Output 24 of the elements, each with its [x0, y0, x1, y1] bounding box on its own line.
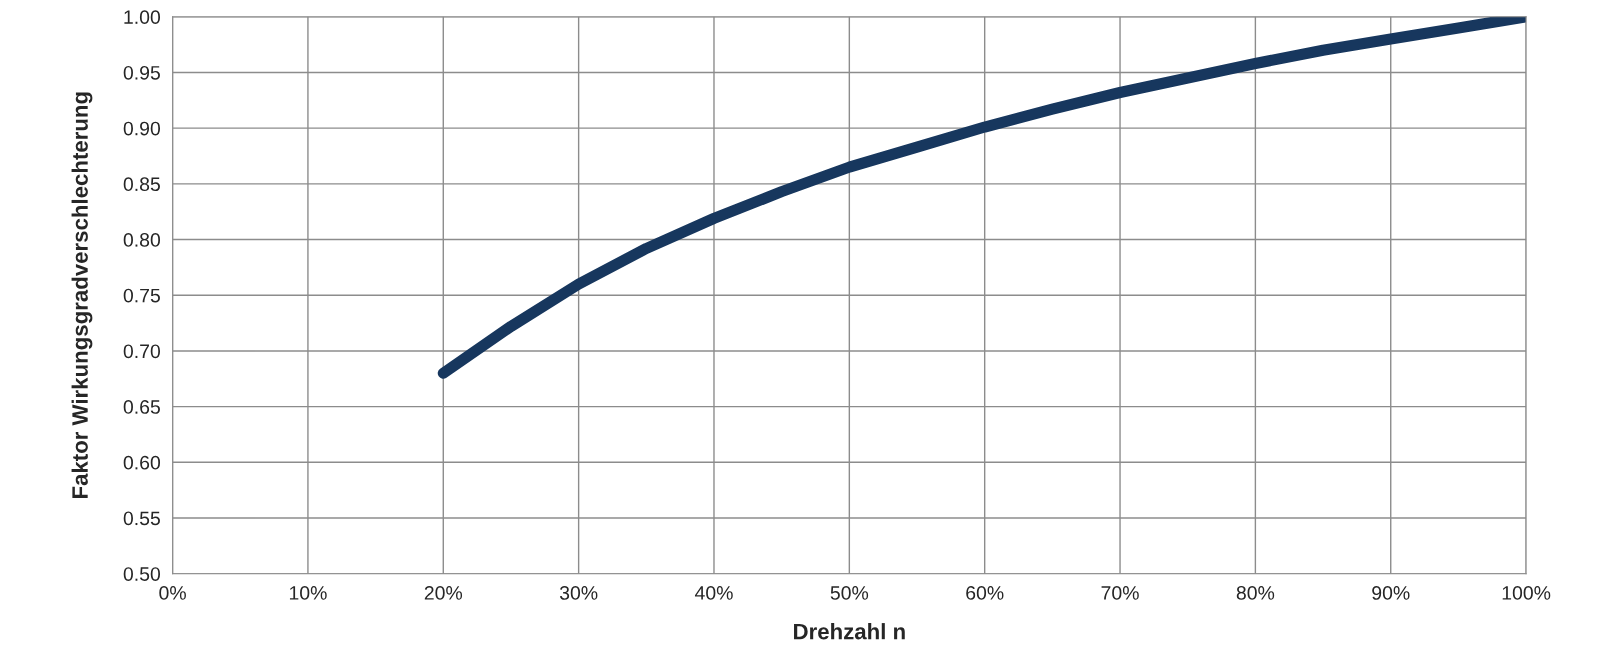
y-tick-label: 0.65 — [123, 400, 160, 414]
y-axis-title: Faktor Wirkungsgradverschlechterung — [71, 92, 93, 499]
x-axis-title: Drehzahl n — [794, 623, 905, 640]
x-tick-label: 50% — [830, 586, 869, 600]
x-tick-label: 100% — [1502, 586, 1551, 600]
x-tick-label: 20% — [424, 586, 463, 600]
y-tick-label: 0.70 — [123, 344, 161, 359]
y-tick-label: 0.95 — [123, 65, 160, 80]
y-tick-label: 0.80 — [123, 233, 161, 247]
y-tick-label: 0.85 — [123, 177, 160, 192]
y-tick-label: 1.00 — [124, 10, 161, 25]
x-tick-label: 70% — [1101, 586, 1139, 600]
x-tick-label: 60% — [966, 586, 1004, 600]
x-tick-label: 10% — [289, 586, 327, 600]
y-tick-label: 0.90 — [123, 121, 161, 136]
y-tick-label: 0.75 — [123, 288, 160, 303]
x-tick-label: 90% — [1372, 586, 1410, 600]
x-tick-label: 0% — [159, 586, 186, 600]
y-tick-label: 0.60 — [123, 455, 161, 470]
y-tick-label: 0.55 — [123, 511, 160, 526]
x-tick-label: 40% — [694, 586, 733, 600]
x-tick-label: 80% — [1236, 586, 1275, 600]
x-tick-label: 30% — [559, 586, 598, 600]
y-tick-label: 0.50 — [123, 567, 161, 581]
